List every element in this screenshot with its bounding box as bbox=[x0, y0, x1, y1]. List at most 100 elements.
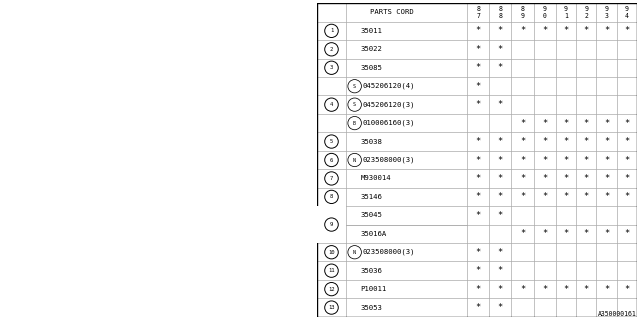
Text: *: * bbox=[624, 229, 629, 238]
Text: 35053: 35053 bbox=[361, 305, 383, 311]
Text: A350000161: A350000161 bbox=[598, 311, 637, 317]
Text: *: * bbox=[498, 174, 503, 183]
Text: *: * bbox=[624, 119, 629, 128]
Text: *: * bbox=[498, 100, 503, 109]
Text: *: * bbox=[563, 26, 568, 36]
Text: *: * bbox=[584, 156, 589, 164]
Text: *: * bbox=[520, 26, 525, 36]
Text: 35022: 35022 bbox=[361, 46, 383, 52]
Text: 9: 9 bbox=[520, 13, 524, 19]
Text: *: * bbox=[476, 156, 481, 164]
Text: 35085: 35085 bbox=[361, 65, 383, 71]
Text: *: * bbox=[542, 229, 547, 238]
Text: *: * bbox=[498, 211, 503, 220]
Text: 3: 3 bbox=[605, 13, 609, 19]
Text: P10011: P10011 bbox=[361, 286, 387, 292]
Text: *: * bbox=[476, 63, 481, 72]
Text: *: * bbox=[498, 192, 503, 201]
Text: 3: 3 bbox=[330, 65, 333, 70]
Text: *: * bbox=[604, 26, 609, 36]
Text: M930014: M930014 bbox=[361, 175, 391, 181]
Text: 8: 8 bbox=[330, 194, 333, 199]
Text: *: * bbox=[498, 266, 503, 275]
Text: *: * bbox=[520, 174, 525, 183]
Text: *: * bbox=[476, 211, 481, 220]
Text: 023508000(3): 023508000(3) bbox=[362, 157, 415, 163]
Text: 5: 5 bbox=[330, 139, 333, 144]
Text: *: * bbox=[563, 284, 568, 294]
Text: *: * bbox=[498, 137, 503, 146]
Text: 10: 10 bbox=[328, 250, 335, 255]
Text: 7: 7 bbox=[330, 176, 333, 181]
Text: *: * bbox=[520, 229, 525, 238]
Text: *: * bbox=[584, 284, 589, 294]
Text: 023508000(3): 023508000(3) bbox=[362, 249, 415, 255]
Text: *: * bbox=[476, 100, 481, 109]
Text: *: * bbox=[520, 284, 525, 294]
Text: *: * bbox=[476, 26, 481, 36]
Text: *: * bbox=[498, 156, 503, 164]
Text: *: * bbox=[498, 45, 503, 54]
Text: N: N bbox=[353, 250, 356, 255]
Text: *: * bbox=[624, 26, 629, 36]
Text: *: * bbox=[604, 192, 609, 201]
Text: 35036: 35036 bbox=[361, 268, 383, 274]
Text: *: * bbox=[584, 119, 589, 128]
Text: *: * bbox=[584, 229, 589, 238]
Text: *: * bbox=[520, 119, 525, 128]
Text: S: S bbox=[353, 84, 356, 89]
Text: 4: 4 bbox=[625, 13, 628, 19]
Text: *: * bbox=[476, 266, 481, 275]
Text: 13: 13 bbox=[328, 305, 335, 310]
Text: *: * bbox=[584, 174, 589, 183]
Text: *: * bbox=[542, 26, 547, 36]
Text: *: * bbox=[498, 284, 503, 294]
Text: *: * bbox=[563, 156, 568, 164]
Text: 2: 2 bbox=[330, 47, 333, 52]
Text: 9: 9 bbox=[564, 6, 568, 12]
Text: 35045: 35045 bbox=[361, 212, 383, 218]
Text: *: * bbox=[542, 174, 547, 183]
Text: *: * bbox=[498, 248, 503, 257]
Text: 9: 9 bbox=[584, 6, 588, 12]
Text: *: * bbox=[476, 82, 481, 91]
Text: *: * bbox=[604, 156, 609, 164]
Text: 1: 1 bbox=[564, 13, 568, 19]
Text: 35038: 35038 bbox=[361, 139, 383, 145]
Text: *: * bbox=[604, 284, 609, 294]
Text: 0: 0 bbox=[543, 13, 547, 19]
Text: *: * bbox=[584, 137, 589, 146]
Text: *: * bbox=[624, 284, 629, 294]
Text: *: * bbox=[624, 174, 629, 183]
Text: *: * bbox=[584, 26, 589, 36]
Text: 2: 2 bbox=[584, 13, 588, 19]
Text: 6: 6 bbox=[330, 157, 333, 163]
Text: *: * bbox=[476, 303, 481, 312]
Text: 9: 9 bbox=[605, 6, 609, 12]
Text: 35146: 35146 bbox=[361, 194, 383, 200]
Text: 4: 4 bbox=[330, 102, 333, 107]
Text: B: B bbox=[353, 121, 356, 126]
Text: 045206120(3): 045206120(3) bbox=[362, 101, 415, 108]
Text: *: * bbox=[604, 229, 609, 238]
Text: *: * bbox=[563, 137, 568, 146]
Text: *: * bbox=[604, 119, 609, 128]
Text: 35016A: 35016A bbox=[361, 231, 387, 237]
Text: *: * bbox=[520, 137, 525, 146]
Text: 9: 9 bbox=[625, 6, 628, 12]
Text: *: * bbox=[476, 174, 481, 183]
Text: 9: 9 bbox=[543, 6, 547, 12]
Text: 11: 11 bbox=[328, 268, 335, 273]
Text: *: * bbox=[520, 192, 525, 201]
Text: 8: 8 bbox=[520, 6, 524, 12]
Text: *: * bbox=[604, 174, 609, 183]
Text: *: * bbox=[498, 26, 503, 36]
Text: *: * bbox=[604, 137, 609, 146]
Text: 7: 7 bbox=[476, 13, 480, 19]
Text: *: * bbox=[476, 192, 481, 201]
Text: 12: 12 bbox=[328, 287, 335, 292]
Text: *: * bbox=[542, 192, 547, 201]
Text: PARTS CORD: PARTS CORD bbox=[370, 9, 414, 15]
Text: 045206120(4): 045206120(4) bbox=[362, 83, 415, 90]
Text: *: * bbox=[498, 303, 503, 312]
